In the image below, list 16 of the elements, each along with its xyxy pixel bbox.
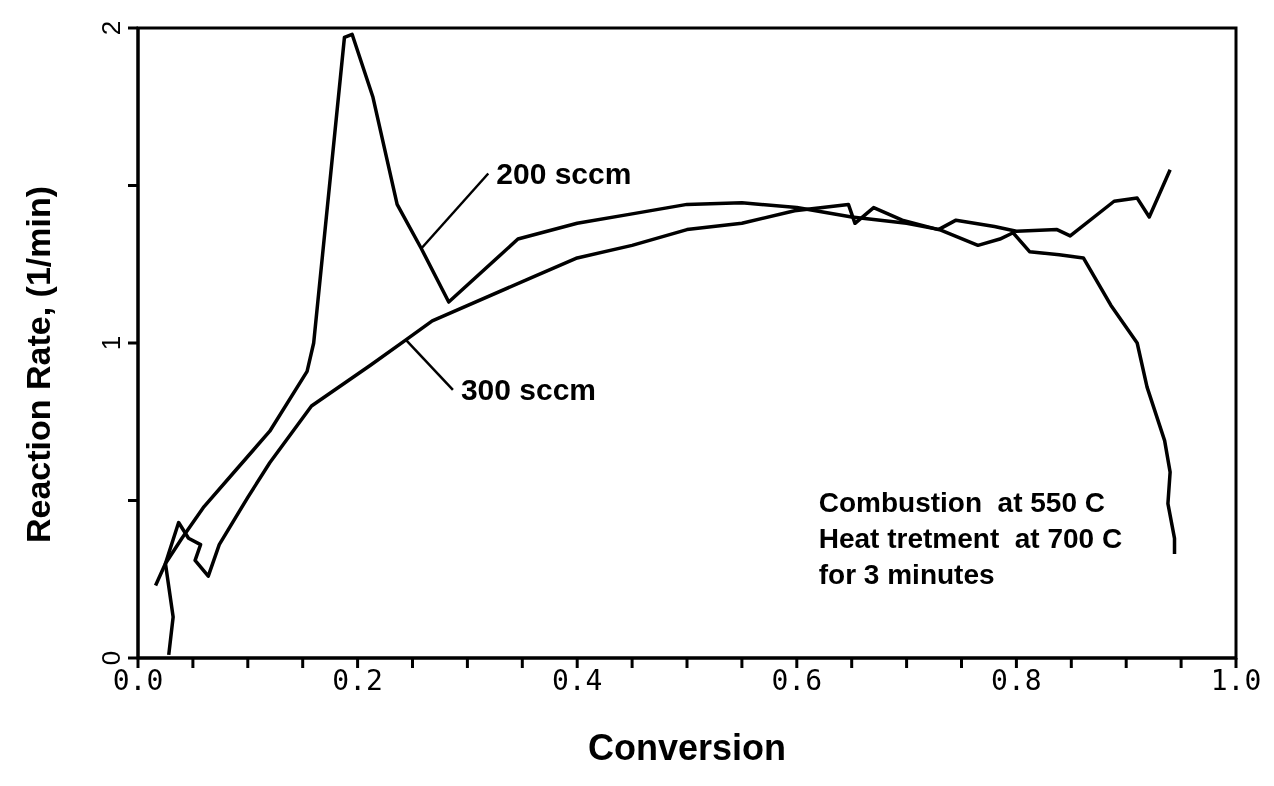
x-tick-label: 1.0 <box>1210 663 1262 697</box>
x-tick-label: 0.6 <box>771 663 823 697</box>
x-tick-label: 0.8 <box>991 663 1042 697</box>
y-tick-label: 1 <box>96 335 126 351</box>
y-tick-label: 2 <box>96 20 126 36</box>
annotation: Heat tretment at 700 C <box>818 521 1123 556</box>
y-tick-label: 0 <box>96 650 126 666</box>
x-tick-label: 0.2 <box>332 663 383 697</box>
x-axis-title: Conversion <box>587 727 787 768</box>
series-label: 300 sccm <box>460 372 597 406</box>
x-tick-label: 0.0 <box>112 663 164 697</box>
annotation: Combustion at 550 C <box>818 485 1106 520</box>
y-axis-title: Reaction Rate, (1/min) <box>19 185 58 543</box>
series-label: 200 sccm <box>496 156 632 190</box>
x-tick-label: 0.4 <box>551 663 603 697</box>
annotation: for 3 minutes <box>818 557 996 592</box>
